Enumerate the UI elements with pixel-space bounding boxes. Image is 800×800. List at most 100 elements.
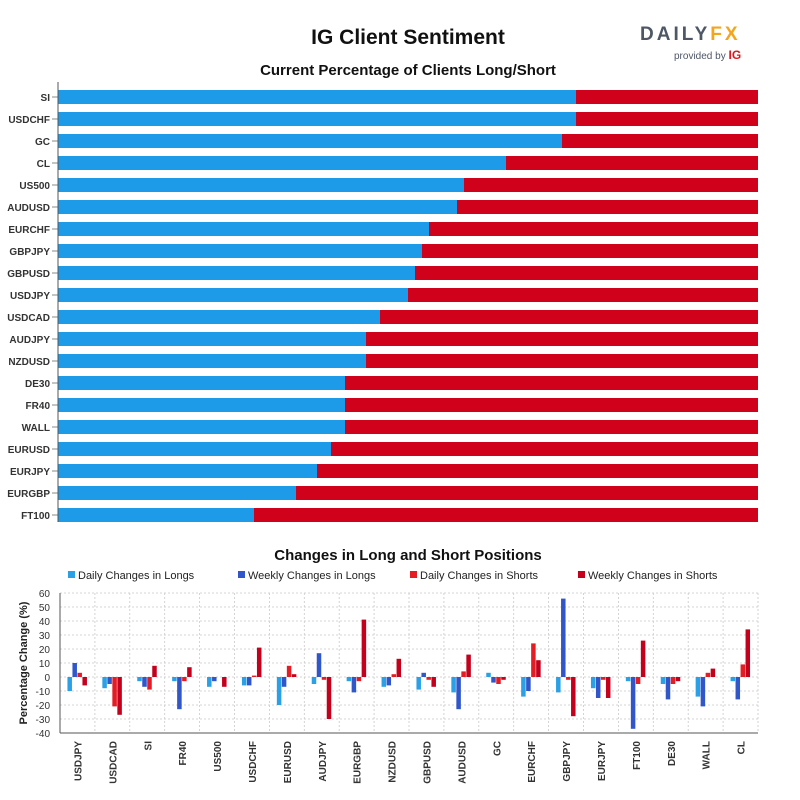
change-bar: [316, 653, 322, 677]
change-bar: [326, 677, 332, 719]
change-bar: [391, 674, 397, 677]
long-bar: [58, 354, 366, 368]
change-bar: [421, 672, 426, 677]
change-bar: [396, 658, 402, 677]
change-bar: [735, 677, 741, 700]
short-bar: [408, 288, 758, 302]
x-tick-label: EURCHF: [527, 741, 538, 783]
change-bar: [740, 664, 746, 677]
short-bar: [429, 222, 758, 236]
change-bar: [212, 677, 217, 682]
change-bar: [640, 640, 646, 677]
legend-swatch: [410, 571, 417, 578]
change-bar: [730, 677, 736, 682]
logo-wordmark: DAILYFX: [640, 24, 741, 45]
change-bar: [660, 677, 666, 684]
change-bar: [177, 677, 182, 710]
logo-subtitle: provided by IG: [674, 48, 742, 62]
legend-swatch: [68, 571, 75, 578]
change-bar: [705, 672, 711, 677]
short-bar: [576, 112, 758, 126]
category-label: GBPJPY: [9, 247, 50, 258]
x-tick-label: AUDJPY: [318, 741, 329, 782]
x-tick-label: NZDUSD: [388, 741, 399, 783]
short-bar: [366, 332, 758, 346]
long-bar: [58, 90, 576, 104]
long-bar: [58, 398, 345, 412]
x-tick-label: FR40: [178, 741, 189, 766]
legend-label: Weekly Changes in Longs: [248, 570, 376, 582]
legend-label: Daily Changes in Longs: [78, 570, 195, 582]
y-tick-label: 60: [39, 589, 51, 600]
change-bar: [207, 677, 212, 687]
change-bar: [182, 677, 187, 682]
top-chart-title: Current Percentage of Clients Long/Short: [260, 62, 556, 79]
long-bar: [58, 508, 254, 522]
legend-swatch: [238, 571, 245, 578]
change-bar: [625, 677, 631, 682]
change-bar: [745, 629, 751, 677]
category-label: USDCAD: [7, 313, 50, 324]
x-tick-label: FT100: [632, 741, 643, 770]
category-label: NZDUSD: [8, 357, 50, 368]
change-bar: [281, 677, 287, 687]
change-bar: [356, 677, 362, 682]
short-bar: [317, 464, 758, 478]
change-bar: [605, 677, 611, 698]
change-bar: [172, 677, 177, 682]
y-tick-label: 10: [39, 659, 51, 670]
long-bar: [58, 200, 457, 214]
x-tick-label: SI: [143, 741, 154, 751]
change-bar: [536, 660, 541, 677]
category-label: FR40: [26, 401, 51, 412]
change-bar: [710, 668, 716, 677]
long-bar: [58, 134, 562, 148]
x-tick-label: GC: [492, 741, 503, 756]
change-bar: [276, 677, 282, 705]
y-axis-label: Percentage Change (%): [18, 601, 30, 724]
change-bar: [670, 677, 676, 684]
long-bar: [58, 266, 415, 280]
change-bar: [137, 677, 142, 682]
long-bar: [58, 178, 464, 192]
x-tick-label: AUDUSD: [457, 741, 468, 784]
change-bar: [665, 677, 671, 700]
long-bar: [58, 156, 506, 170]
category-label: DE30: [25, 379, 50, 390]
change-bar: [291, 674, 297, 677]
x-tick-label: CL: [737, 741, 748, 754]
long-bar: [58, 442, 331, 456]
change-bar: [700, 677, 706, 707]
change-bar: [561, 598, 566, 677]
change-bar: [426, 677, 431, 680]
change-bar: [491, 677, 496, 683]
change-bar: [381, 677, 387, 687]
change-bar: [152, 665, 157, 677]
x-tick-label: DE30: [667, 741, 678, 766]
x-tick-label: USDJPY: [73, 741, 84, 781]
change-bar: [311, 677, 317, 684]
change-bar: [590, 677, 596, 689]
category-label: WALL: [22, 423, 50, 434]
change-bar: [112, 677, 117, 707]
long-bar: [58, 332, 366, 346]
y-tick-label: 40: [39, 617, 51, 628]
change-bar: [351, 677, 357, 693]
short-bar: [366, 354, 758, 368]
change-bar: [246, 677, 252, 686]
change-bar: [386, 677, 392, 686]
change-bar: [566, 677, 571, 680]
long-bar: [58, 420, 345, 434]
change-bar: [695, 677, 701, 697]
change-bar: [675, 677, 681, 682]
change-bar: [461, 671, 466, 677]
y-tick-label: -10: [36, 687, 51, 698]
short-bar: [415, 266, 758, 280]
legend-label: Weekly Changes in Shorts: [588, 570, 718, 582]
change-bar: [251, 675, 257, 677]
long-short-chart: SI USDCHF GC CL US500 AUDUSD EURCHF GBPJPY GBPUS…: [7, 82, 758, 522]
x-tick-label: EURJPY: [597, 741, 608, 781]
change-bar: [117, 677, 122, 715]
category-label: CL: [37, 159, 50, 170]
